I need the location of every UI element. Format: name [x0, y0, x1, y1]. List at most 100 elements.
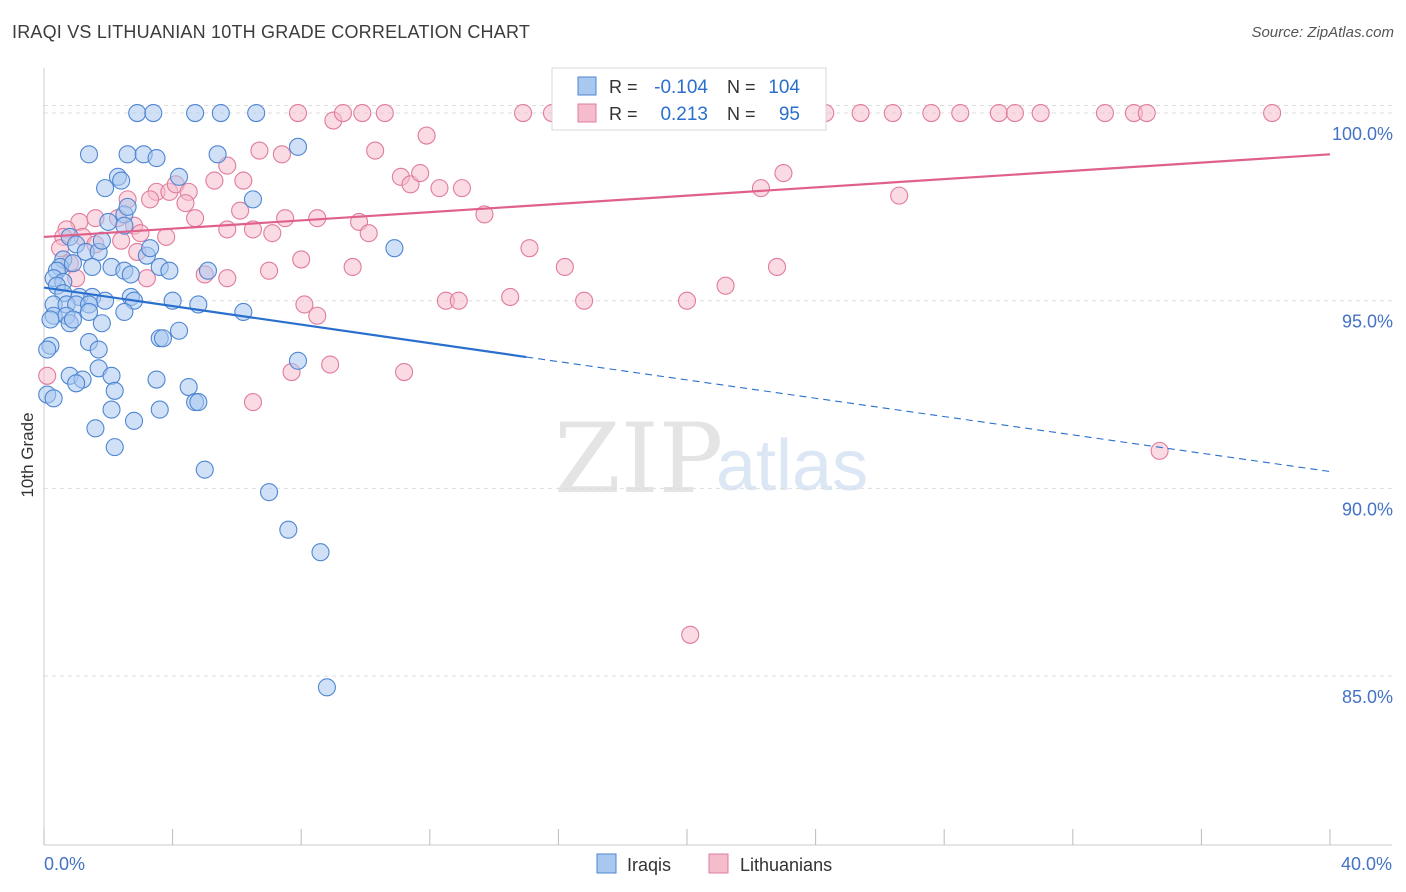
stats-r-value-iraqis: -0.104 — [654, 77, 708, 98]
iraqi-point — [121, 265, 140, 284]
lithuanian-point — [234, 171, 253, 190]
lithuanian-point — [989, 103, 1008, 123]
lithuanian-point — [218, 220, 237, 239]
iraqi-point — [63, 310, 82, 329]
lithuanian-point — [430, 179, 449, 198]
iraqi-point — [99, 212, 118, 231]
iraqi-point — [67, 374, 86, 393]
y-tick-label: 100.0% — [1332, 124, 1393, 144]
stats-r-label-iraqis: R = — [609, 77, 638, 97]
y-tick-labels: 85.0% 90.0% 95.0% 100.0% — [1332, 124, 1393, 707]
stats-n-value-iraqis: 104 — [768, 77, 800, 98]
iraqi-point — [89, 340, 108, 359]
lithuanian-point — [243, 393, 263, 412]
iraqi-point — [195, 460, 214, 479]
iraqi-point — [86, 419, 105, 438]
lithuanian-point — [851, 103, 870, 123]
lithuanian-point — [951, 103, 970, 123]
lithuanian-point — [288, 103, 308, 123]
source-label: Source: ZipAtlas.com — [1251, 24, 1394, 41]
iraqi-point — [41, 310, 60, 329]
iraqi-point — [124, 411, 144, 430]
watermark-zip: ZIP — [554, 403, 723, 515]
trend-lines — [43, 153, 1331, 473]
lithuanian-point — [375, 103, 394, 123]
iraqi-point — [105, 438, 124, 457]
legend: Iraqis Lithuanians — [596, 853, 832, 875]
stats-n-label-lithuanians: N = — [727, 104, 756, 124]
stats-box-frame — [551, 67, 827, 131]
lithuanian-point — [1095, 103, 1114, 123]
iraqi-point — [186, 103, 205, 123]
lithuanian-point — [1263, 103, 1282, 123]
lithuanian-point — [1031, 103, 1050, 123]
iraqi-point — [115, 216, 134, 235]
lithuanian-point — [767, 257, 787, 276]
iraqi-point — [144, 103, 163, 123]
y-tick-label: 85.0% — [1342, 687, 1393, 707]
lithuanian-point — [38, 366, 57, 385]
iraqi-point — [147, 149, 166, 168]
lithuanian-point — [1137, 103, 1156, 123]
iraqi-point — [141, 239, 160, 258]
iraqi-point — [92, 231, 111, 250]
iraqi-point — [160, 261, 179, 280]
lithuanian-point — [205, 171, 224, 190]
lithuanian-point — [276, 209, 295, 228]
lithuanian-point — [751, 179, 770, 198]
lithuanian-point — [321, 355, 340, 374]
iraqis-trend-line-extension — [526, 356, 1331, 473]
lithuanian-point — [1005, 103, 1024, 123]
lithuanian-point — [716, 276, 735, 295]
lithuanian-point — [157, 227, 176, 246]
lithuanian-point — [681, 625, 700, 644]
lithuanian-point — [890, 186, 909, 205]
lithuanian-point — [231, 201, 250, 220]
iraqi-point — [198, 261, 218, 280]
iraqis-points — [38, 103, 404, 697]
iraqi-point — [128, 103, 147, 123]
lithuanian-point — [359, 224, 378, 243]
iraqi-point — [288, 351, 308, 370]
watermark-atlas: atlas — [716, 426, 868, 506]
iraqi-point — [102, 366, 121, 385]
y-axis-label: 10th Grade — [18, 412, 37, 497]
grid-lines — [44, 105, 1392, 677]
iraqi-point — [112, 171, 131, 190]
iraqi-point — [211, 103, 230, 123]
iraqi-point — [105, 381, 124, 400]
iraqi-point — [179, 378, 198, 397]
chart-title: IRAQI VS LITHUANIAN 10TH GRADE CORRELATI… — [12, 22, 531, 42]
lithuanian-point — [353, 103, 372, 123]
stats-n-value-lithuanians: 95 — [779, 104, 800, 125]
lithuanian-point — [452, 179, 472, 198]
legend-swatch-lithuanians — [708, 853, 729, 874]
iraqi-point — [38, 340, 57, 359]
axes — [43, 68, 1392, 846]
lithuanian-point — [575, 291, 594, 310]
iraqi-point — [189, 393, 208, 412]
legend-swatch-iraqis — [596, 853, 617, 874]
lithuanian-point — [449, 291, 468, 310]
legend-label-iraqis: Iraqis — [627, 855, 671, 875]
lithuanian-point — [186, 209, 205, 228]
y-tick-label: 95.0% — [1342, 312, 1393, 332]
iraqi-point — [169, 321, 189, 340]
lithuanian-point — [1150, 441, 1169, 460]
lithuanian-point — [333, 103, 353, 123]
iraqi-point — [279, 520, 298, 539]
iraqi-point — [102, 400, 121, 419]
lithuanian-point — [243, 220, 263, 239]
lithuanian-point — [417, 126, 436, 145]
stats-swatch-iraqis — [577, 76, 597, 96]
iraqi-point — [63, 254, 82, 273]
lithuanian-point — [513, 103, 533, 123]
lithuanian-point — [272, 145, 291, 164]
iraqi-point — [317, 678, 336, 697]
lithuanian-point — [112, 231, 131, 250]
lithuanian-point — [395, 362, 414, 382]
iraqi-point — [147, 370, 166, 389]
lithuanian-point — [250, 141, 269, 160]
iraqi-point — [311, 543, 330, 562]
lithuanians-points — [38, 103, 1282, 644]
